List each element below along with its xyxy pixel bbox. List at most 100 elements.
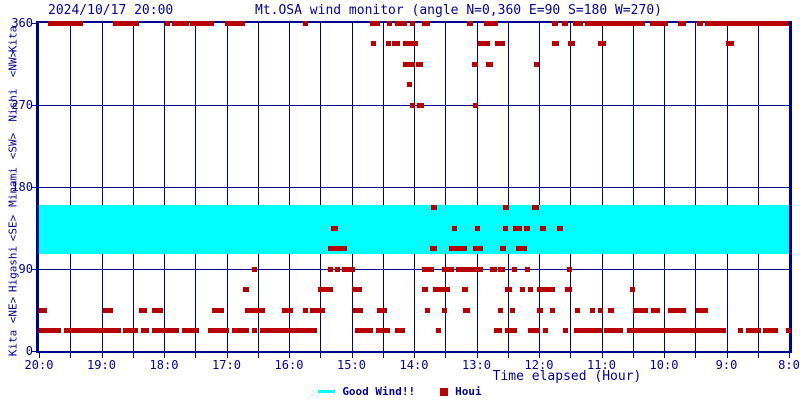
wind-direction-mark bbox=[385, 41, 391, 46]
wind-direction-mark bbox=[497, 266, 506, 272]
wind-direction-mark bbox=[574, 328, 602, 333]
wind-direction-mark bbox=[540, 225, 546, 231]
wind-direction-mark bbox=[650, 307, 660, 313]
x-axis-tick bbox=[476, 353, 478, 358]
wind-direction-mark bbox=[370, 20, 381, 26]
wind-direction-mark bbox=[630, 287, 636, 292]
wind-direction-mark bbox=[433, 287, 450, 292]
wind-direction-mark bbox=[394, 20, 407, 26]
wind-direction-mark bbox=[352, 287, 363, 292]
wind-direction-mark bbox=[532, 205, 539, 210]
wind-direction-mark bbox=[335, 266, 341, 272]
wind-direction-mark bbox=[466, 20, 474, 26]
wind-direction-mark bbox=[505, 328, 517, 333]
x-axis-tick bbox=[757, 353, 759, 358]
wind-direction-mark bbox=[422, 287, 429, 292]
y-tick-label: 270 bbox=[11, 98, 33, 112]
wind-direction-mark bbox=[667, 307, 686, 313]
x-tick-label: 19:0 bbox=[87, 358, 116, 372]
wind-direction-mark bbox=[472, 102, 479, 108]
wind-direction-mark bbox=[474, 225, 481, 231]
wind-direction-mark bbox=[597, 307, 603, 313]
x-tick-label: 16:0 bbox=[274, 358, 304, 372]
wind-direction-mark bbox=[416, 102, 424, 108]
wind-direction-mark bbox=[574, 307, 580, 313]
wind-direction-mark bbox=[391, 41, 401, 46]
wind-direction-mark bbox=[430, 205, 437, 210]
wind-direction-mark bbox=[505, 287, 512, 292]
wind-direction-mark bbox=[232, 328, 249, 333]
x-axis-tick bbox=[664, 353, 665, 358]
good-wind-band bbox=[39, 205, 789, 254]
wind-direction-mark bbox=[375, 328, 391, 333]
x-axis-tick bbox=[101, 353, 103, 358]
x-axis-tick bbox=[632, 353, 634, 358]
wind-direction-mark bbox=[449, 246, 468, 251]
grid-line-horizontal bbox=[39, 187, 789, 188]
wind-direction-mark bbox=[409, 102, 415, 108]
wind-direction-mark bbox=[251, 328, 257, 333]
wind-direction-mark bbox=[139, 307, 148, 313]
wind-direction-mark bbox=[785, 328, 791, 333]
x-axis-tick bbox=[289, 353, 290, 358]
wind-direction-mark bbox=[542, 328, 548, 333]
y-tick-label: 90 bbox=[18, 262, 33, 276]
wind-direction-mark bbox=[303, 307, 309, 313]
wind-direction-mark bbox=[519, 287, 526, 292]
wind-direction-mark bbox=[677, 20, 686, 26]
wind-direction-mark bbox=[140, 328, 149, 333]
wind-direction-mark bbox=[189, 20, 214, 26]
wind-direction-mark bbox=[485, 61, 494, 67]
x-axis-tick bbox=[507, 353, 509, 358]
y-tick-label: 360 bbox=[11, 16, 33, 30]
wind-direction-mark bbox=[328, 246, 348, 251]
wind-direction-mark bbox=[696, 20, 703, 26]
legend: Good Wind!! Houi bbox=[0, 385, 800, 398]
x-axis-tick bbox=[132, 353, 134, 358]
wind-direction-mark bbox=[497, 307, 503, 313]
chart-timestamp: 2024/10/17 20:00 bbox=[48, 3, 174, 18]
wind-direction-mark bbox=[395, 328, 406, 333]
y-tick-label: 0 bbox=[25, 344, 33, 358]
wind-direction-mark bbox=[745, 328, 761, 333]
wind-direction-mark bbox=[441, 307, 447, 313]
plot-area bbox=[36, 20, 792, 353]
wind-direction-mark bbox=[502, 225, 509, 231]
wind-direction-mark bbox=[39, 328, 61, 333]
wind-direction-mark bbox=[48, 20, 84, 26]
wind-direction-mark bbox=[212, 307, 224, 313]
grid-line-horizontal bbox=[39, 269, 789, 270]
compass-label: <SE> bbox=[6, 214, 20, 242]
y-axis-tick bbox=[31, 351, 36, 352]
wind-direction-mark bbox=[567, 41, 575, 46]
wind-direction-mark bbox=[572, 20, 583, 26]
wind-direction-mark bbox=[478, 41, 490, 46]
wind-direction-mark bbox=[386, 20, 392, 26]
wind-direction-mark bbox=[403, 41, 419, 46]
y-axis-tick bbox=[31, 187, 36, 188]
wind-direction-mark bbox=[511, 266, 518, 272]
y-axis-tick bbox=[31, 23, 36, 24]
x-axis-tick bbox=[695, 353, 697, 358]
wind-direction-mark bbox=[562, 328, 568, 333]
compass-label: <SW> bbox=[6, 132, 20, 160]
wind-direction-mark bbox=[524, 225, 530, 231]
wind-direction-mark bbox=[330, 225, 339, 231]
x-axis-tick bbox=[726, 353, 728, 358]
wind-direction-mark bbox=[524, 266, 530, 272]
x-tick-label: 17:0 bbox=[212, 358, 241, 372]
x-axis-tick bbox=[195, 353, 197, 358]
wind-direction-mark bbox=[512, 225, 522, 231]
wind-direction-mark bbox=[406, 82, 412, 87]
wind-direction-mark bbox=[370, 41, 376, 46]
x-axis-tick bbox=[414, 353, 415, 358]
wind-direction-mark bbox=[317, 287, 333, 292]
wind-direction-mark bbox=[442, 266, 454, 272]
wind-direction-mark bbox=[590, 307, 596, 313]
x-axis-tick bbox=[789, 353, 790, 358]
x-tick-label: 20:0 bbox=[24, 358, 54, 372]
wind-direction-mark bbox=[489, 266, 497, 272]
wind-direction-mark bbox=[425, 307, 431, 313]
chart-title: Mt.OSA wind monitor (angle N=0,360 E=90 … bbox=[255, 3, 662, 18]
